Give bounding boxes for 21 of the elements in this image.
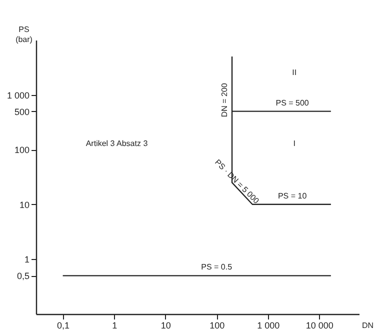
annotation: PS = 0.5	[201, 262, 233, 272]
y-tick-label: 10	[19, 200, 30, 210]
annotation: I	[293, 139, 296, 148]
annotation: II	[292, 68, 297, 77]
x-tick-label: 10 000	[306, 320, 334, 330]
x-tick-label: 10	[160, 320, 171, 330]
x-tick-label: 1	[112, 320, 118, 330]
annotation: DN = 200	[220, 82, 230, 118]
y-tick-label: 0,5	[16, 271, 30, 282]
annotation: PS = 500	[276, 98, 310, 108]
y-axis-title: PS (bar)	[16, 25, 33, 44]
x-tick-label: 1 000	[257, 320, 280, 330]
x-axis-title: DN	[362, 321, 374, 330]
x-tick-label: 0,1	[57, 320, 70, 330]
annotation: Artikel 3 Absatz 3	[86, 139, 148, 148]
y-tick-label: 500	[14, 106, 30, 117]
annotation: PS = 10	[278, 191, 308, 200]
y-tick-label: 100	[14, 145, 30, 156]
x-tick-label: 100	[210, 320, 225, 330]
y-tick-label: 1	[24, 254, 30, 265]
y-tick-label: 1 000	[6, 90, 30, 100]
